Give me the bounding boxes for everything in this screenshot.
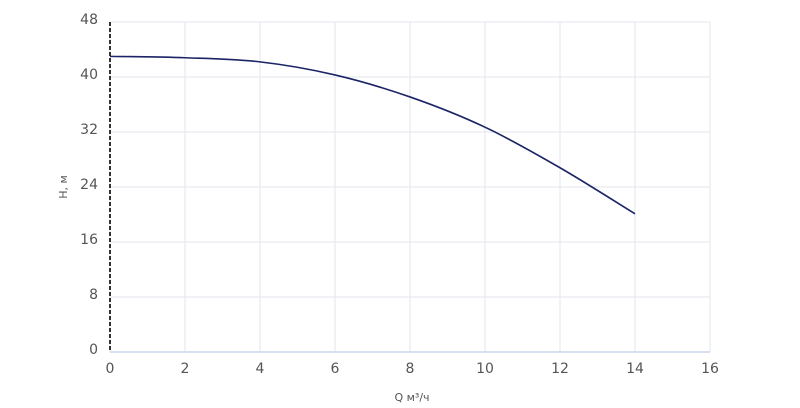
x-tick-label: 6 xyxy=(331,361,340,377)
y-tick-label: 48 xyxy=(80,12,98,28)
y-tick-label: 8 xyxy=(89,287,98,303)
x-tick-label: 2 xyxy=(181,361,190,377)
x-tick-label: 8 xyxy=(406,361,415,377)
x-tick-label: 10 xyxy=(476,361,494,377)
y-axis-label: H, м xyxy=(57,175,70,199)
y-tick-label: 32 xyxy=(80,122,98,138)
x-tick-label: 14 xyxy=(626,361,644,377)
x-tick-label: 0 xyxy=(106,361,115,377)
y-tick-label: 0 xyxy=(89,342,98,358)
y-tick-label: 16 xyxy=(80,232,98,248)
x-axis-label: Q м³/ч xyxy=(394,391,429,404)
x-tick-label: 12 xyxy=(551,361,569,377)
curve xyxy=(109,55,636,215)
x-tick-label: 16 xyxy=(701,361,719,377)
x-tick-label: 4 xyxy=(256,361,265,377)
y-tick-label: 40 xyxy=(80,67,98,83)
y-tick-label: 24 xyxy=(80,177,98,193)
